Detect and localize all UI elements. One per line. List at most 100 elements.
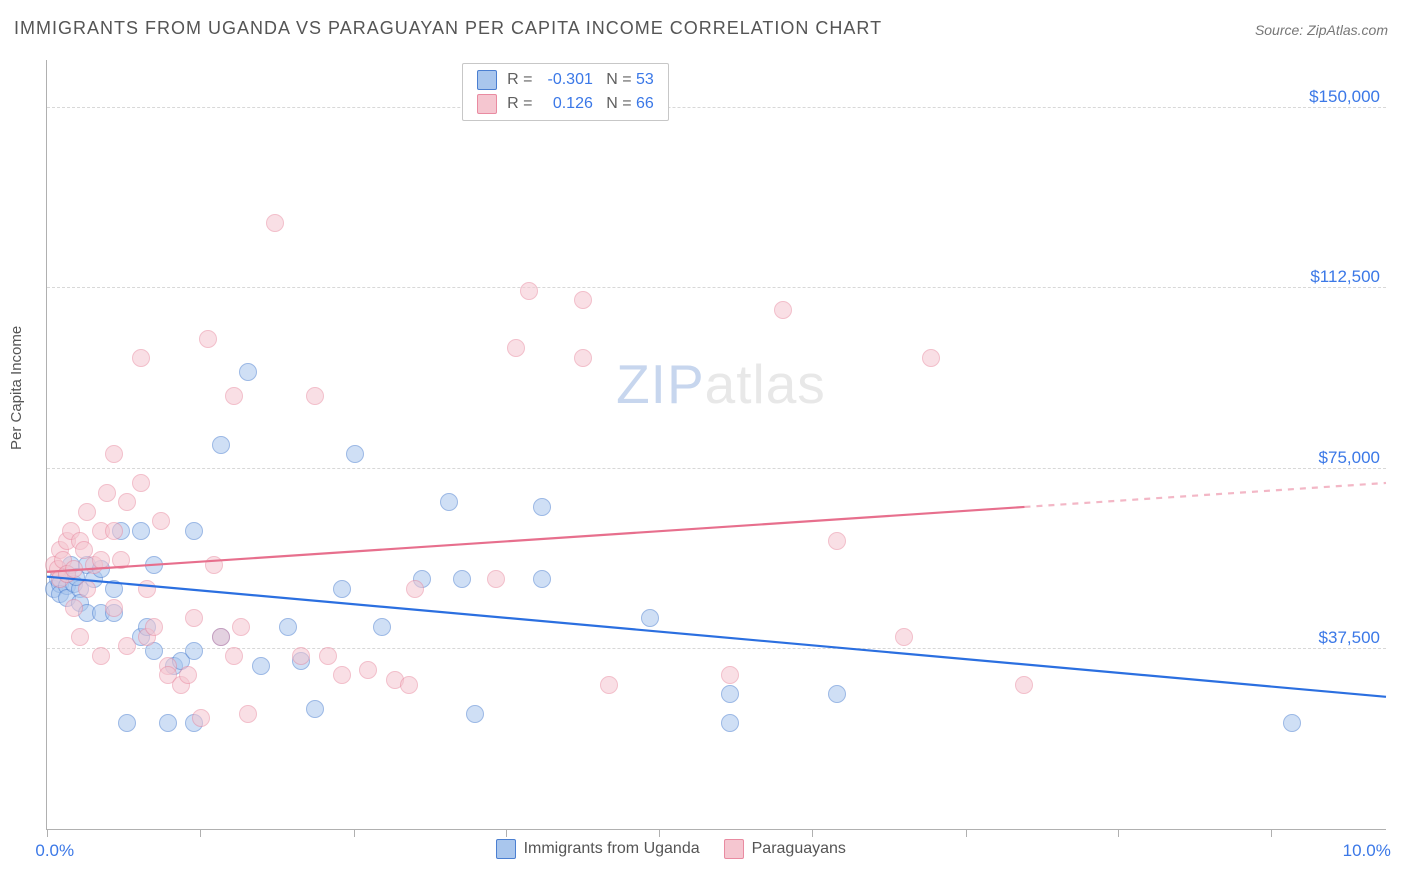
scatter-point-paraguay	[922, 349, 940, 367]
scatter-point-paraguay	[132, 349, 150, 367]
scatter-point-paraguay	[185, 609, 203, 627]
legend-label: Immigrants from Uganda	[524, 840, 700, 858]
scatter-point-uganda	[78, 604, 96, 622]
x-tick	[1271, 829, 1272, 837]
scatter-point-paraguay	[78, 580, 96, 598]
y-grid-label: $112,500	[1310, 267, 1380, 287]
scatter-point-uganda	[165, 657, 183, 675]
scatter-point-paraguay	[212, 628, 230, 646]
series-legend-item-paraguay: Paraguayans	[724, 839, 846, 859]
scatter-point-uganda	[413, 570, 431, 588]
scatter-point-paraguay	[58, 565, 76, 583]
scatter-point-uganda	[62, 556, 80, 574]
scatter-point-paraguay	[152, 512, 170, 530]
scatter-point-paraguay	[292, 647, 310, 665]
scatter-point-uganda	[118, 714, 136, 732]
scatter-point-paraguay	[92, 522, 110, 540]
scatter-point-paraguay	[54, 551, 72, 569]
scatter-point-paraguay	[45, 556, 63, 574]
series-legend-item-uganda: Immigrants from Uganda	[496, 839, 700, 859]
scatter-point-paraguay	[520, 282, 538, 300]
scatter-point-uganda	[346, 445, 364, 463]
scatter-point-paraguay	[239, 705, 257, 723]
grid-line	[47, 468, 1386, 469]
scatter-point-paraguay	[333, 666, 351, 684]
x-axis-max-label: 10.0%	[1343, 841, 1391, 861]
scatter-point-uganda	[533, 498, 551, 516]
grid-line	[47, 107, 1386, 108]
scatter-point-uganda	[212, 436, 230, 454]
scatter-point-uganda	[78, 556, 96, 574]
scatter-point-paraguay	[400, 676, 418, 694]
scatter-point-paraguay	[205, 556, 223, 574]
scatter-point-paraguay	[105, 445, 123, 463]
scatter-point-uganda	[71, 594, 89, 612]
scatter-point-paraguay	[895, 628, 913, 646]
scatter-point-uganda	[721, 714, 739, 732]
scatter-point-paraguay	[71, 628, 89, 646]
scatter-point-paraguay	[112, 551, 130, 569]
scatter-point-paraguay	[359, 661, 377, 679]
scatter-point-paraguay	[118, 493, 136, 511]
y-axis-label: Per Capita Income	[8, 326, 25, 450]
scatter-point-paraguay	[1015, 676, 1033, 694]
scatter-point-uganda	[132, 628, 150, 646]
trendline-uganda	[47, 577, 1386, 697]
scatter-point-uganda	[466, 705, 484, 723]
scatter-point-uganda	[85, 570, 103, 588]
scatter-point-paraguay	[49, 560, 67, 578]
scatter-point-paraguay	[51, 541, 69, 559]
scatter-point-uganda	[185, 522, 203, 540]
scatter-point-paraguay	[132, 474, 150, 492]
scatter-point-paraguay	[138, 580, 156, 598]
scatter-point-uganda	[65, 575, 83, 593]
scatter-point-uganda	[172, 652, 190, 670]
y-grid-label: $75,000	[1319, 448, 1380, 468]
scatter-point-paraguay	[58, 532, 76, 550]
scatter-point-uganda	[292, 652, 310, 670]
scatter-point-paraguay	[319, 647, 337, 665]
scatter-point-uganda	[721, 685, 739, 703]
watermark: ZIPatlas	[616, 352, 826, 416]
scatter-point-paraguay	[172, 676, 190, 694]
scatter-point-uganda	[185, 642, 203, 660]
scatter-point-paraguay	[487, 570, 505, 588]
scatter-point-uganda	[92, 560, 110, 578]
scatter-point-uganda	[105, 580, 123, 598]
scatter-point-uganda	[51, 585, 69, 603]
scatter-point-uganda	[252, 657, 270, 675]
scatter-point-paraguay	[159, 657, 177, 675]
scatter-point-paraguay	[574, 291, 592, 309]
scatter-point-paraguay	[159, 666, 177, 684]
trendline-paraguay	[47, 507, 1024, 572]
scatter-point-uganda	[58, 577, 76, 595]
scatter-point-uganda	[105, 604, 123, 622]
legend-swatch	[477, 94, 497, 114]
scatter-point-uganda	[453, 570, 471, 588]
scatter-point-paraguay	[92, 647, 110, 665]
scatter-point-uganda	[440, 493, 458, 511]
series-legend: Immigrants from Uganda Paraguayans	[496, 839, 846, 859]
scatter-point-uganda	[112, 522, 130, 540]
scatter-point-paraguay	[225, 387, 243, 405]
scatter-point-paraguay	[225, 647, 243, 665]
scatter-point-paraguay	[85, 556, 103, 574]
scatter-point-paraguay	[386, 671, 404, 689]
scatter-point-paraguay	[65, 560, 83, 578]
scatter-point-uganda	[306, 700, 324, 718]
scatter-point-uganda	[145, 642, 163, 660]
stats-legend-row-uganda: R = -0.301 N = 53	[463, 68, 668, 92]
scatter-point-uganda	[212, 628, 230, 646]
scatter-point-uganda	[641, 609, 659, 627]
scatter-point-paraguay	[600, 676, 618, 694]
scatter-point-paraguay	[306, 387, 324, 405]
scatter-point-paraguay	[65, 599, 83, 617]
scatter-point-paraguay	[78, 503, 96, 521]
x-tick	[47, 829, 48, 837]
scatter-point-paraguay	[51, 570, 69, 588]
scatter-point-paraguay	[92, 551, 110, 569]
y-grid-label: $150,000	[1309, 87, 1380, 107]
stats-legend: R = -0.301 N = 53R = 0.126 N = 66	[462, 63, 669, 121]
source-credit: Source: ZipAtlas.com	[1255, 22, 1388, 38]
scatter-point-uganda	[132, 522, 150, 540]
